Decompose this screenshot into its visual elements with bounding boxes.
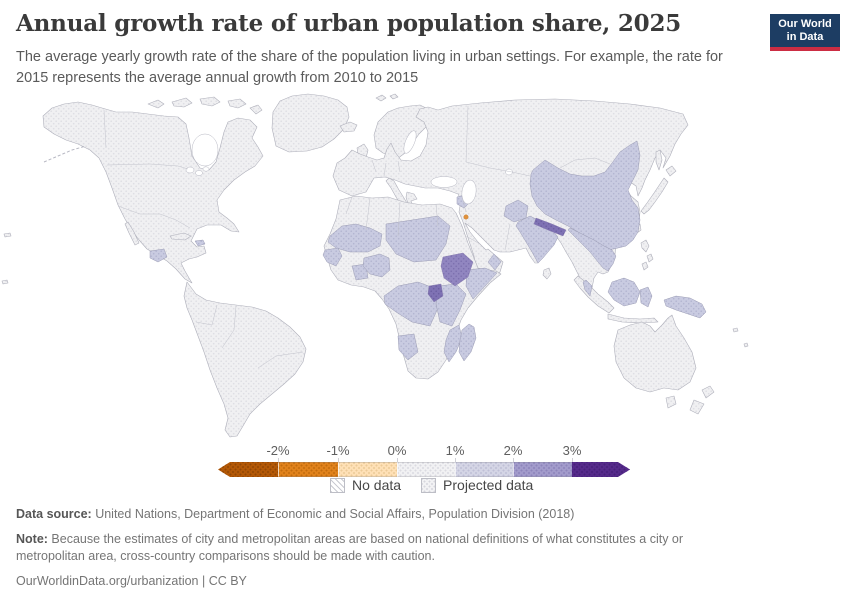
region-sahel-mauritania-mali-niger[interactable] — [327, 223, 383, 253]
region-nigeria[interactable] — [362, 253, 391, 278]
legend-tick-1%: 1% — [445, 443, 465, 458]
legend-segment-6[interactable] — [572, 462, 630, 477]
legend-tickmark — [278, 458, 279, 462]
no-data-label: No data — [352, 477, 402, 493]
region-greenland[interactable] — [271, 93, 350, 153]
region-namibia[interactable] — [397, 333, 419, 361]
legend-segment-5[interactable] — [513, 462, 572, 477]
owid-logo-line1: Our World — [778, 17, 832, 30]
great-lake-1 — [185, 166, 195, 174]
region-mozambique[interactable] — [443, 324, 463, 363]
region-guinea-cluster[interactable] — [322, 247, 343, 267]
region-baja[interactable] — [124, 221, 140, 246]
legend-segment-0[interactable] — [218, 462, 278, 477]
region-philippines[interactable] — [640, 239, 654, 271]
region-small-islands — [1, 232, 749, 348]
world-map-container — [0, 92, 850, 444]
region-ethiopia[interactable] — [440, 252, 474, 287]
great-lake-2 — [195, 170, 203, 176]
region-japan[interactable] — [640, 165, 677, 215]
legend-tick-marks — [218, 458, 632, 462]
citation-link[interactable]: OurWorldinData.org/urbanization | CC BY — [16, 573, 247, 588]
chart-header: Annual growth rate of urban population s… — [16, 10, 761, 90]
region-nepal[interactable] — [533, 217, 567, 237]
legend-segment-2[interactable] — [338, 462, 397, 477]
data-source-label: Data source: — [16, 507, 92, 521]
region-uganda-rwanda[interactable] — [427, 283, 444, 303]
inland-seas — [185, 130, 513, 205]
region-aleutian-islands — [43, 145, 87, 163]
legend-tickmark — [572, 458, 573, 462]
data-source-line: Data source: United Nations, Department … — [16, 506, 816, 524]
legend-key-no-data[interactable]: No data — [330, 477, 401, 493]
region-ghana-togo[interactable] — [351, 263, 369, 281]
region-sumatra[interactable] — [573, 275, 615, 314]
legend-tick-labels: -2% -1% 0% 1% 2% 3% — [218, 443, 632, 458]
chart-footer: Data source: United Nations, Department … — [16, 506, 816, 590]
region-kenya-tanzania[interactable] — [435, 283, 467, 327]
region-chad-sudan[interactable] — [385, 215, 451, 263]
region-madagascar[interactable] — [458, 323, 477, 362]
legend-segment-4[interactable] — [455, 462, 513, 477]
legend-tick-3%: 3% — [562, 443, 582, 458]
region-oman[interactable] — [487, 253, 502, 271]
legend-tickmark — [513, 458, 514, 462]
legend-tickmark — [397, 458, 398, 462]
region-borneo[interactable] — [607, 277, 641, 307]
legend-tickmark — [455, 458, 456, 462]
legend-tick-2%: 2% — [503, 443, 523, 458]
region-hispaniola[interactable] — [194, 239, 206, 247]
region-new-guinea[interactable] — [663, 295, 707, 319]
legend-tick--1%: -1% — [326, 443, 350, 458]
legend-tickmark — [338, 458, 339, 462]
legend-tick--2%: -2% — [266, 443, 290, 458]
region-sri-lanka[interactable] — [542, 267, 552, 280]
region-honduras[interactable] — [149, 248, 168, 263]
color-scale-legend: -2% -1% 0% 1% 2% 3% — [218, 443, 632, 477]
note-line: Note: Because the estimates of city and … — [16, 531, 716, 566]
world-map[interactable] — [0, 92, 850, 444]
region-sulawesi[interactable] — [639, 286, 653, 308]
region-indochina[interactable] — [567, 227, 617, 272]
region-java[interactable] — [607, 313, 659, 324]
region-tasmania[interactable] — [665, 395, 677, 409]
legend-tick-0%: 0% — [387, 443, 407, 458]
chart-subtitle: The average yearly growth rate of the sh… — [16, 48, 723, 87]
region-somalia[interactable] — [465, 267, 498, 300]
region-malaysia[interactable] — [582, 279, 593, 297]
no-data-swatch-icon — [330, 477, 345, 493]
legend-segment-3[interactable] — [397, 462, 455, 477]
note-label: Note: — [16, 531, 48, 546]
region-south-america[interactable] — [183, 281, 307, 438]
page-title: Annual growth rate of urban population s… — [16, 10, 682, 37]
legend-key-projected[interactable]: Projected data — [421, 477, 533, 493]
region-cuba[interactable] — [169, 232, 192, 241]
region-kuwait[interactable] — [463, 214, 469, 220]
region-sakhalin[interactable] — [655, 149, 663, 171]
legend-segment-1[interactable] — [278, 462, 338, 477]
region-australia[interactable] — [613, 314, 697, 393]
owid-logo-accent-bar — [770, 47, 840, 51]
legend-color-bar — [218, 462, 632, 477]
great-lake-3 — [202, 166, 210, 172]
region-svalbard[interactable] — [375, 93, 399, 102]
region-new-zealand[interactable] — [689, 385, 715, 415]
region-iceland[interactable] — [339, 121, 358, 133]
region-china[interactable] — [529, 140, 641, 251]
country-borders — [103, 105, 611, 369]
owid-logo-line2: in Data — [786, 30, 824, 43]
data-source-text: United Nations, Department of Economic a… — [91, 507, 575, 521]
legend-keys: No data Projected data — [330, 477, 533, 493]
region-drc-congo[interactable] — [383, 281, 439, 327]
owid-logo[interactable]: Our World in Data — [770, 14, 840, 51]
caspian-sea — [461, 179, 477, 205]
projected-data-label: Projected data — [443, 477, 534, 493]
owid-logo-box: Our World in Data — [770, 14, 840, 47]
projected-data-swatch-icon — [421, 477, 437, 493]
black-sea — [430, 176, 458, 188]
note-text: Because the estimates of city and metrop… — [16, 531, 684, 564]
baltic-sea — [403, 130, 417, 154]
hudson-bay — [191, 133, 219, 167]
region-arctic-islands[interactable] — [147, 96, 263, 115]
